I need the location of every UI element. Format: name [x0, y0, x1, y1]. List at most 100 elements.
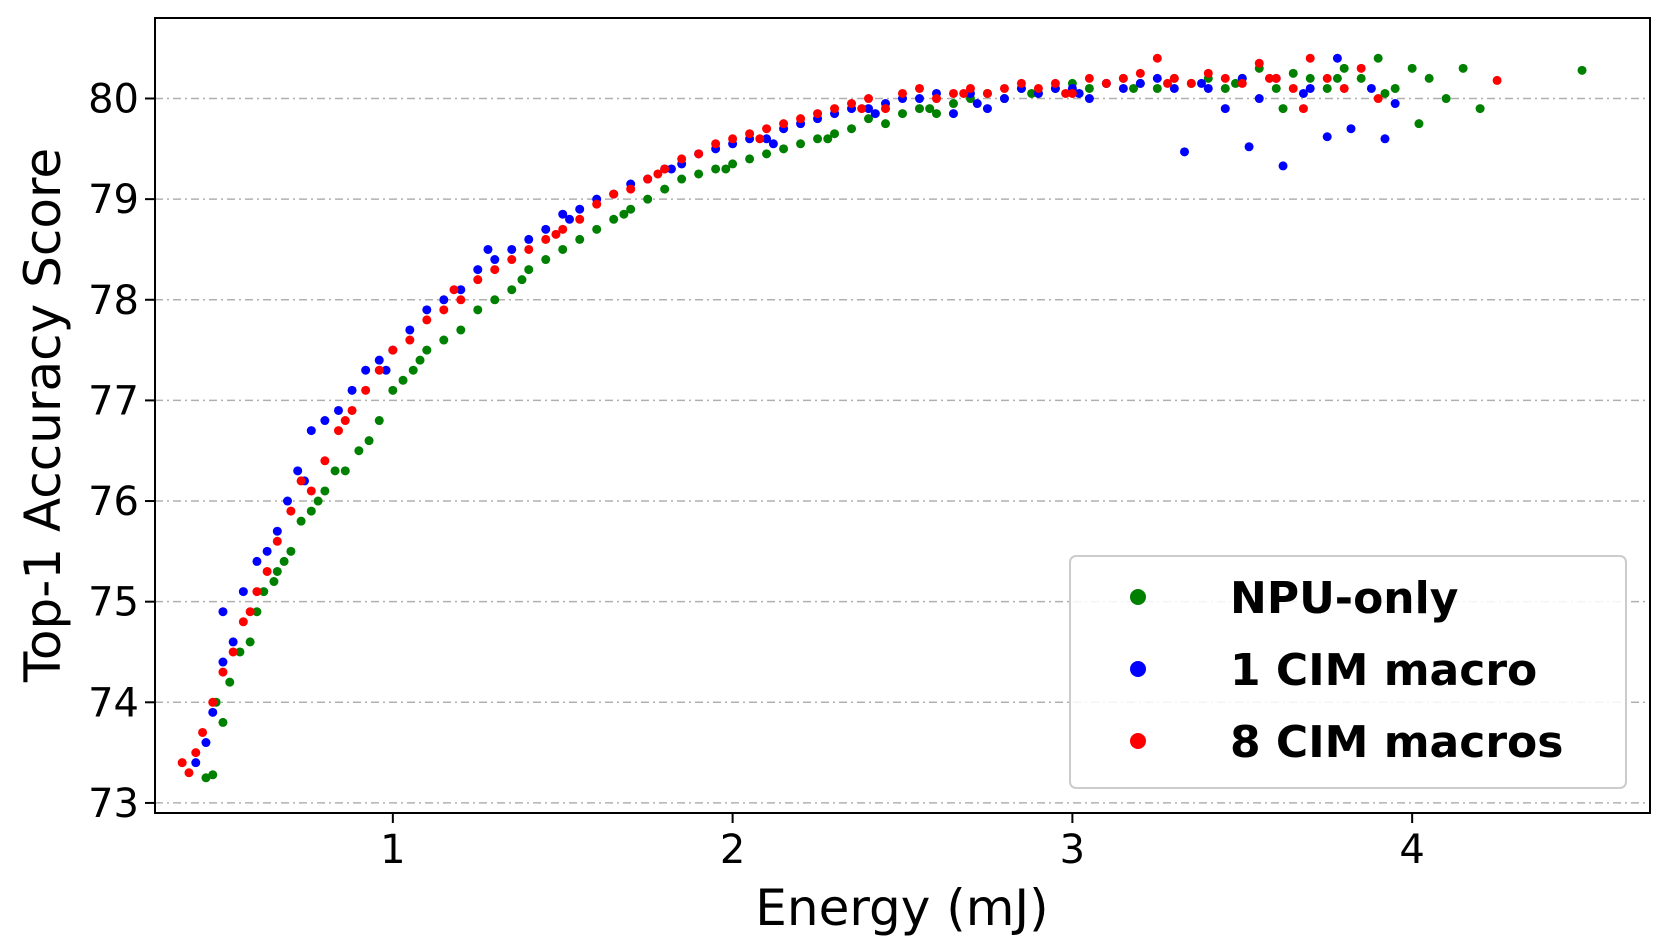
point-2-38 [728, 134, 738, 144]
x-tick-label-1: 1 [380, 827, 405, 873]
point-2-76 [1373, 94, 1383, 104]
point-0-14 [320, 486, 330, 496]
point-2-83 [755, 134, 765, 144]
point-0-13 [306, 506, 316, 516]
point-2-62 [1135, 68, 1145, 78]
point-2-3 [208, 697, 218, 707]
point-0-38 [677, 174, 687, 184]
point-2-49 [914, 83, 924, 93]
point-2-42 [796, 114, 806, 124]
point-1-70 [1254, 94, 1264, 104]
point-2-69 [1254, 58, 1264, 68]
point-0-8 [259, 587, 269, 597]
point-1-13 [320, 416, 330, 426]
point-1-15 [347, 385, 357, 395]
legend-marker-0 [1130, 589, 1146, 605]
point-2-55 [1016, 78, 1026, 88]
point-2-60 [1101, 78, 1111, 88]
point-1-66 [1203, 83, 1213, 93]
point-0-89 [619, 209, 629, 219]
point-2-22 [456, 295, 466, 305]
point-2-43 [813, 109, 823, 119]
point-2-0 [177, 758, 187, 768]
point-2-88 [1264, 73, 1274, 83]
point-1-83 [768, 139, 778, 149]
point-0-33 [592, 224, 602, 234]
point-0-28 [507, 285, 517, 295]
point-2-44 [830, 104, 840, 114]
point-2-34 [660, 164, 670, 174]
x-axis-ticks: 1 2 3 4 [380, 813, 1425, 873]
point-0-34 [609, 214, 619, 224]
point-1-87 [1197, 78, 1206, 88]
point-2-10 [286, 506, 296, 516]
point-1-22 [456, 285, 466, 295]
plot-area-frame [154, 17, 1651, 814]
point-1-26 [524, 234, 534, 244]
point-0-29 [524, 265, 534, 275]
point-2-2 [198, 727, 208, 737]
point-1-62 [1135, 78, 1145, 88]
point-0-7 [252, 607, 262, 617]
point-0-84 [1458, 63, 1468, 73]
x-axis-title: Energy (mJ) [755, 879, 1048, 937]
point-1-14 [333, 405, 343, 415]
point-0-15 [330, 466, 340, 476]
point-2-70 [1271, 73, 1281, 83]
point-0-36 [643, 194, 653, 204]
point-2-74 [1339, 83, 1349, 93]
point-2-47 [881, 104, 891, 114]
point-2-32 [626, 184, 636, 194]
point-2-50 [931, 94, 941, 104]
point-1-6 [238, 587, 248, 597]
point-1-17 [374, 355, 384, 365]
point-2-67 [1220, 73, 1230, 83]
legend-label-1: 1 CIM macro [1230, 645, 1537, 696]
point-0-47 [830, 129, 840, 139]
point-2-46 [864, 94, 874, 104]
y-tick-label-79: 79 [88, 177, 139, 223]
y-tick-label-76: 76 [88, 479, 139, 525]
point-1-73 [1305, 83, 1315, 93]
point-1-20 [422, 305, 432, 315]
point-1-67 [1220, 104, 1230, 114]
point-2-36 [694, 149, 704, 159]
point-0-52 [914, 104, 924, 114]
point-1-0 [191, 758, 201, 768]
point-1-21 [439, 295, 449, 305]
point-1-59 [1084, 94, 1094, 104]
point-2-20 [422, 315, 432, 325]
point-0-27 [490, 295, 500, 305]
point-0-35 [626, 204, 636, 214]
point-2-28 [558, 224, 568, 234]
point-2-87 [1163, 78, 1173, 88]
point-2-86 [1061, 88, 1071, 98]
point-2-82 [653, 169, 663, 179]
point-2-12 [306, 486, 316, 496]
point-0-92 [925, 104, 935, 114]
y-axis-title: Top-1 Accuracy Score [14, 148, 72, 683]
y-axis-ticks: 73 74 75 76 77 78 79 80 [88, 77, 155, 827]
point-0-18 [364, 436, 374, 446]
point-2-7 [252, 587, 262, 597]
point-0-98 [1414, 119, 1424, 129]
x-tick-label-4: 4 [1399, 827, 1424, 873]
point-1-46 [864, 104, 874, 114]
point-2-13 [320, 456, 330, 466]
point-2-33 [643, 174, 653, 184]
point-0-75 [1305, 73, 1315, 83]
point-0-40 [711, 164, 721, 174]
point-1-85 [972, 99, 982, 109]
point-0-45 [796, 139, 806, 149]
point-2-24 [490, 265, 500, 275]
point-1-77 [1366, 83, 1376, 93]
point-0-24 [439, 335, 449, 345]
point-2-17 [374, 365, 384, 375]
point-0-73 [1271, 83, 1281, 93]
point-0-88 [517, 275, 527, 285]
point-1-84 [870, 109, 880, 119]
point-0-1 [208, 770, 218, 780]
point-0-19 [374, 416, 384, 426]
point-1-19 [405, 325, 415, 335]
